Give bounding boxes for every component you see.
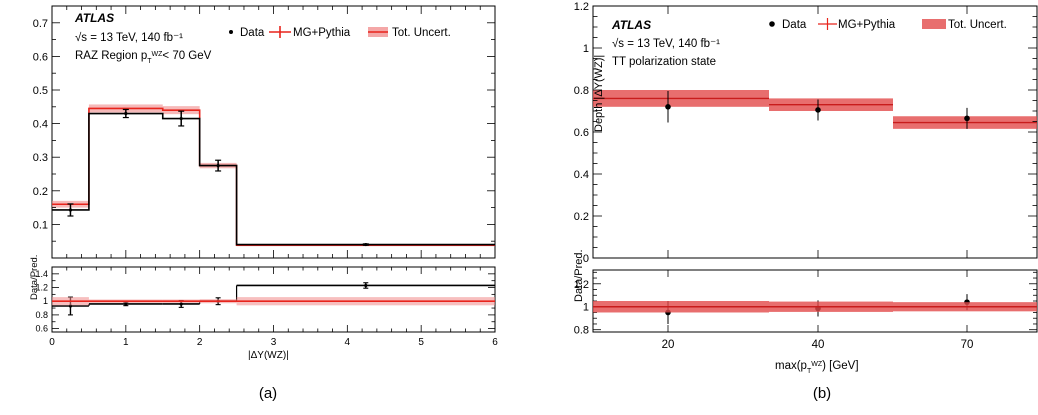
panel-b-legend: Data MG+Pythia Tot. Uncert. (769, 18, 1007, 31)
panel-b-ratio-uncertainty (593, 301, 1037, 312)
y-tick-label: 0.2 (33, 186, 48, 198)
legend-uncertainty-label: Tot. Uncert. (948, 19, 1007, 31)
x-tick-label: 70 (961, 339, 974, 351)
x-tick-label: 5 (418, 337, 424, 348)
prediction-line (52, 108, 495, 245)
legend-uncertainty-swatch (922, 19, 946, 29)
legend-data-marker (769, 21, 775, 27)
ratio-y-tick-label: 0.8 (35, 310, 48, 320)
y-tick-label: 0.4 (574, 169, 589, 181)
data-point (69, 208, 72, 211)
data-point (665, 104, 671, 110)
y-tick-label: 0.1 (33, 219, 48, 231)
panel-a-region-line: RAZ Region pTWZ< 70 GeV (75, 50, 212, 65)
y-tick-label: 0.2 (574, 211, 589, 223)
panel-a-info-line: √s = 13 TeV, 140 fb⁻¹ (75, 31, 183, 44)
panel-a-xlabel: |ΔY(WZ)| (248, 350, 289, 361)
panel-a-prediction (52, 108, 495, 245)
panel-b-uncertainty-bands (593, 90, 1037, 129)
legend-data-label: Data (782, 19, 807, 31)
legend-prediction-label: MG+Pythia (838, 19, 896, 31)
x-tick-label: 4 (345, 337, 351, 348)
ratio-y-tick-label: 1 (43, 296, 48, 306)
legend-data-label: Data (240, 27, 265, 39)
y-tick-label: 0.4 (33, 119, 48, 131)
data-point (124, 112, 127, 115)
x-tick-label: 6 (492, 337, 498, 348)
data-point (815, 107, 821, 113)
x-tick-label: 0 (49, 337, 55, 348)
panel-b-ratio-ylabel: Data/Pred. (573, 249, 585, 302)
x-tick-label: 40 (812, 339, 825, 351)
y-tick-label: 1.2 (574, 1, 589, 13)
panel-b: 00.20.40.60.811.2 0.811.2 20 40 70 ATLAS √… (573, 1, 1037, 375)
panel-b-caption: (b) (792, 385, 852, 402)
y-tick-label: 0.7 (33, 18, 48, 30)
data-point (180, 117, 183, 120)
ratio-y-tick-label: 0.8 (574, 325, 589, 337)
y-tick-label: 0.6 (33, 51, 48, 63)
y-tick-label: 0.3 (33, 152, 48, 164)
panel-a-experiment-label: ATLAS (74, 11, 114, 25)
panel-b-info-line: √s = 13 TeV, 140 fb⁻¹ (612, 37, 720, 50)
legend-prediction-label: MG+Pythia (293, 27, 351, 39)
panel-b-ylabel: Depth |ΔY(WZ)| (593, 55, 605, 132)
x-tick-label: 2 (197, 337, 203, 348)
panel-b-experiment-label: ATLAS (611, 18, 651, 32)
panel-a-uncertainty-bands (52, 104, 495, 246)
ratio-y-tick-label: 0.6 (35, 324, 48, 334)
x-tick-label: 20 (662, 339, 675, 351)
ratio-y-tick-label: 1 (583, 302, 589, 314)
y-tick-label: 0.8 (574, 85, 589, 97)
legend-data-marker (229, 30, 233, 34)
x-tick-label: 1 (123, 337, 129, 348)
panel-a-caption: (a) (238, 385, 298, 402)
panel-a-legend: Data MG+Pythia Tot. Uncert. (229, 26, 451, 39)
panel-a-ratio-ylabel: Data/Pred. (29, 255, 40, 300)
data-point (364, 243, 367, 246)
ratio-data-point (364, 284, 367, 287)
panel-a-data (52, 109, 495, 246)
data-point (964, 116, 970, 122)
data-step-line (52, 114, 495, 245)
y-tick-label: 1 (583, 43, 589, 55)
y-tick-label: 0.6 (574, 127, 589, 139)
data-point (217, 164, 220, 167)
panel-b-region-line: TT polarization state (612, 56, 716, 68)
panel-b-xlabel: max(pTWZ) [GeV] (775, 360, 859, 375)
legend-uncertainty-label: Tot. Uncert. (392, 27, 451, 39)
x-tick-label: 3 (271, 337, 277, 348)
y-tick-label: 0.5 (33, 85, 48, 97)
